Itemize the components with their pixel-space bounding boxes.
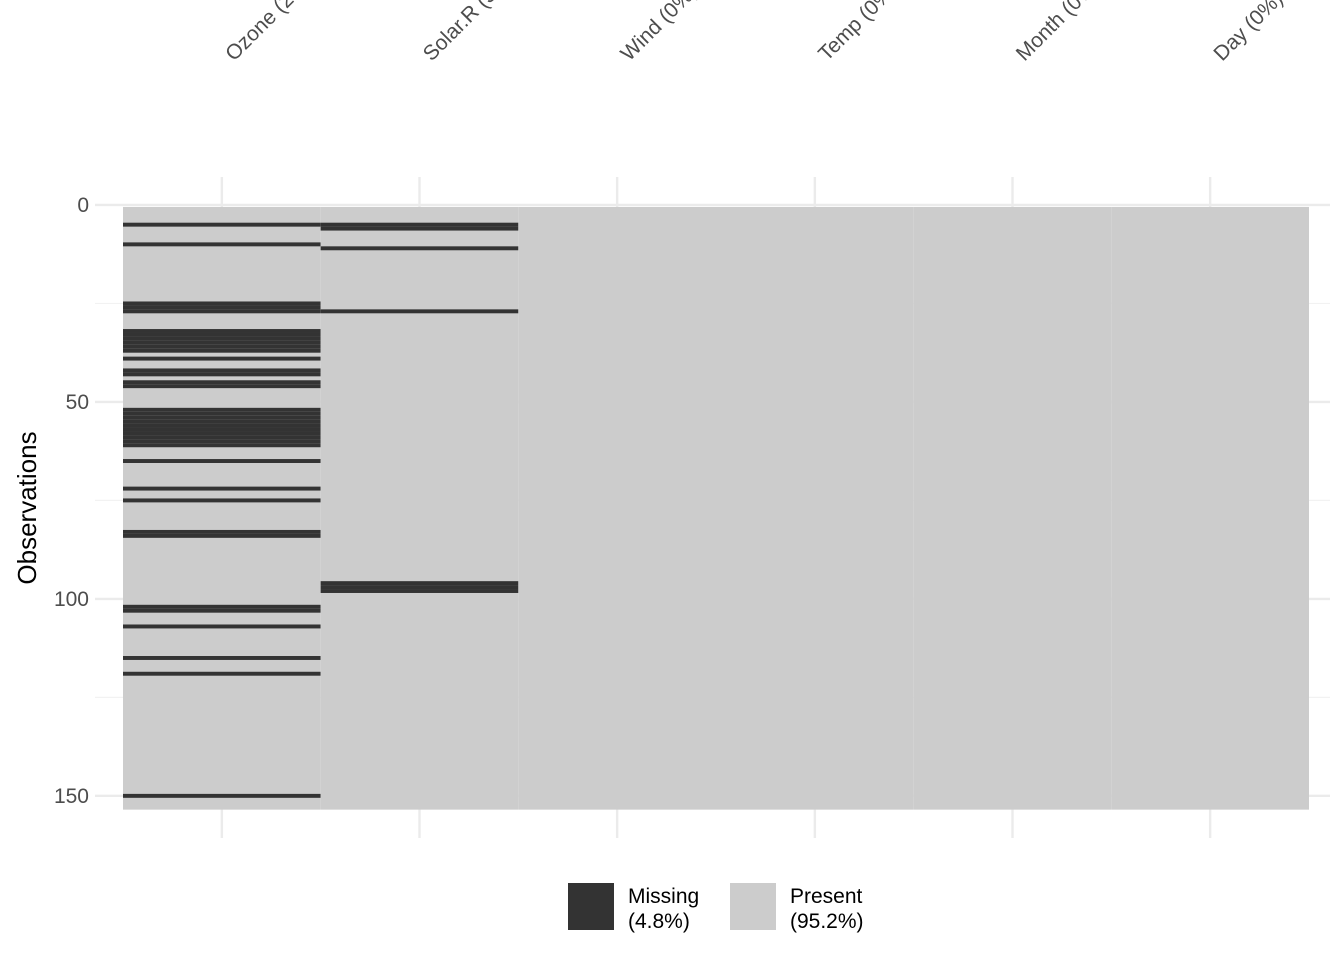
legend-key xyxy=(568,883,614,930)
y-tick-label: 0 xyxy=(77,194,89,217)
missing-cell xyxy=(123,624,321,629)
missing-cell xyxy=(123,419,321,424)
missing-cell xyxy=(123,439,321,444)
present-column xyxy=(518,206,716,810)
column-label: Solar.R (5%) xyxy=(419,0,519,66)
missing-cell xyxy=(123,435,321,440)
missing-cell xyxy=(320,226,519,231)
column-label: Temp (0%) xyxy=(814,0,902,66)
column-label: Day (0%) xyxy=(1209,0,1287,66)
missing-cell xyxy=(123,423,321,428)
missing-cell xyxy=(123,332,321,337)
missing-cell xyxy=(123,411,321,416)
missing-cell xyxy=(123,222,321,227)
missing-cell xyxy=(123,793,321,798)
present-column xyxy=(716,206,914,810)
missing-cell xyxy=(123,380,321,385)
legend-label: Missing xyxy=(628,885,699,908)
present-column xyxy=(913,206,1112,810)
missing-cell xyxy=(123,459,321,463)
missing-cell xyxy=(320,222,519,227)
legend-key xyxy=(730,883,776,930)
missing-cell xyxy=(123,301,321,306)
present-column xyxy=(123,206,321,810)
missing-cell xyxy=(123,407,321,412)
missing-cell xyxy=(123,372,321,377)
missing-cell xyxy=(320,589,519,593)
present-column xyxy=(1111,206,1309,810)
missing-cell xyxy=(123,443,321,448)
missing-cell xyxy=(320,585,519,590)
missing-cell xyxy=(123,415,321,420)
present-column xyxy=(320,206,519,810)
missing-cell xyxy=(123,348,321,353)
y-axis-title: Observations xyxy=(12,431,42,584)
column-label: Wind (0%) xyxy=(616,0,702,66)
column-label: Ozone (24%) xyxy=(221,0,325,66)
missing-cell xyxy=(123,309,321,314)
missing-cell xyxy=(123,656,321,660)
legend-label: Present xyxy=(790,885,863,908)
missing-cell xyxy=(123,604,321,609)
missing-cell xyxy=(123,608,321,613)
column-label: Month (0%) xyxy=(1012,0,1105,66)
y-tick-label: 150 xyxy=(54,785,89,808)
missing-cell xyxy=(123,356,321,361)
missing-cell xyxy=(320,581,519,586)
missing-cell xyxy=(123,336,321,341)
missing-cell xyxy=(123,329,321,333)
missing-cell xyxy=(123,368,321,373)
y-tick-label: 50 xyxy=(66,391,89,414)
missing-cell xyxy=(123,431,321,436)
missing-cell xyxy=(123,529,321,534)
missing-cell xyxy=(123,242,321,247)
y-tick-label: 100 xyxy=(54,588,89,611)
missing-cell xyxy=(123,486,321,491)
missing-cell xyxy=(123,498,321,503)
legend-percent: (4.8%) xyxy=(628,910,690,933)
missing-cell xyxy=(123,671,321,676)
missing-cell xyxy=(123,427,321,432)
missing-cell xyxy=(123,340,321,345)
missing-cell xyxy=(123,344,321,349)
missing-cell xyxy=(123,384,321,389)
legend-percent: (95.2%) xyxy=(790,910,864,933)
missing-cell xyxy=(320,246,519,251)
missing-cell xyxy=(123,533,321,538)
missing-cell xyxy=(123,305,321,310)
missing-cell xyxy=(320,309,519,314)
